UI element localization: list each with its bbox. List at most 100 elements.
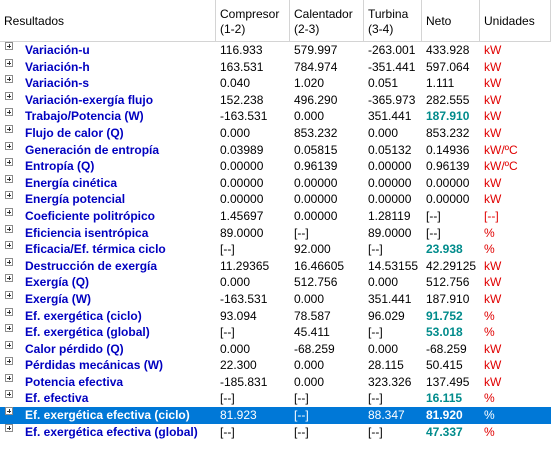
column-header-unidades[interactable]: Unidades [480, 0, 551, 41]
column-header-label: Turbina [368, 7, 409, 21]
table-row[interactable]: Ef. exergética efectiva (ciclo) 81.923 [--… [0, 407, 551, 424]
expand-icon[interactable] [5, 357, 13, 366]
row-label: Variación-exergía flujo [25, 92, 154, 107]
unit-label: kW/ºC [484, 142, 518, 157]
row-label: Ef. exergética efectiva (global) [25, 424, 198, 439]
turbina-value: 89.0000 [368, 225, 412, 240]
table-row[interactable]: Flujo de calor (Q) 0.000 853.232 0.000 853.2… [0, 124, 551, 142]
calentador-value: 853.232 [294, 125, 338, 140]
expand-icon[interactable] [5, 373, 13, 382]
expand-icon[interactable] [5, 91, 13, 100]
calentador-value: 0.05815 [294, 142, 338, 157]
table-row[interactable]: Generación de entropía 0.03989 0.05815 0.05… [0, 141, 551, 159]
table-row[interactable]: Energía cinética 0.00000 0.00000 0.00000 0.0… [0, 174, 551, 192]
expand-icon[interactable] [5, 290, 13, 299]
row-label: Eficacia/Ef. térmica ciclo [25, 242, 166, 257]
compresor-value: 0.00000 [220, 159, 264, 174]
calentador-value: 0.96139 [294, 159, 338, 174]
results-rows: Variación-u 116.933 579.997 -263.001 433.928… [0, 42, 551, 440]
expand-icon[interactable] [5, 75, 13, 84]
row-label: Ef. exergética (ciclo) [25, 308, 142, 323]
table-row[interactable]: Ef. efectiva [--] [--] [--] 16.115% [0, 390, 551, 407]
expand-icon[interactable] [5, 307, 13, 316]
table-row[interactable]: Ef. exergética (global) [--] 45.411 [--] 53.… [0, 324, 551, 341]
neto-value: 0.96139 [426, 159, 470, 174]
compresor-value: 0.040 [220, 76, 251, 91]
neto-value: 81.920 [426, 408, 463, 423]
calentador-value: [--] [294, 408, 309, 423]
column-header-label: Compresor [220, 7, 280, 21]
expand-icon[interactable] [5, 423, 13, 432]
table-row[interactable]: Pérdidas mecánicas (W) 22.300 0.000 28.115 5… [0, 357, 551, 374]
table-row[interactable]: Exergía (Q) 0.000 512.756 0.000 512.756 kW [0, 274, 551, 291]
table-row[interactable]: Variación-u 116.933 579.997 -263.001 433.928… [0, 42, 551, 59]
table-row[interactable]: Eficacia/Ef. térmica ciclo [--] 92.000 [--]… [0, 241, 551, 258]
table-row[interactable]: Entropía (Q) 0.00000 0.96139 0.00000 0.96139… [0, 158, 551, 175]
expand-icon[interactable] [5, 324, 13, 333]
table-row[interactable]: Eficiencia isentrópica 89.0000 [--] 89.0000… [0, 224, 551, 242]
neto-value: 187.910 [426, 109, 470, 124]
table-row[interactable]: Coeficiente politrópico 1.45697 0.00000 1.2… [0, 207, 551, 225]
row-label: Ef. efectiva [25, 391, 89, 406]
expand-icon[interactable] [5, 58, 13, 67]
expand-icon[interactable] [5, 124, 13, 133]
table-row[interactable]: Calor pérdido (Q) 0.000 -68.259 0.000 -68.25… [0, 340, 551, 358]
column-header-turbina[interactable]: Turbina (3-4) [364, 0, 422, 41]
turbina-value: 0.000 [368, 125, 399, 140]
column-header-neto[interactable]: Neto [422, 0, 480, 41]
row-label: Trabajo/Potencia (W) [25, 109, 144, 124]
expand-icon[interactable] [5, 158, 13, 167]
expand-icon[interactable] [5, 174, 13, 183]
compresor-value: 0.000 [220, 125, 251, 140]
unit-label: kW/ºC [484, 159, 518, 174]
neto-value: 433.928 [426, 43, 470, 57]
table-row[interactable]: Ef. exergética efectiva (global) [--] [--]… [0, 423, 551, 441]
column-header-label: Resultados [4, 14, 65, 28]
expand-icon[interactable] [5, 42, 13, 50]
expand-icon[interactable] [5, 257, 13, 266]
expand-icon[interactable] [5, 241, 13, 250]
turbina-value: 0.05132 [368, 142, 412, 157]
calentador-value: 0.000 [294, 358, 325, 373]
expand-icon[interactable] [5, 274, 13, 283]
unit-label: kW [484, 43, 502, 57]
calentador-value: 0.00000 [294, 192, 338, 207]
table-row[interactable]: Destrucción de exergía 11.29365 16.46605 14… [0, 257, 551, 275]
compresor-value: 0.00000 [220, 175, 264, 190]
table-row[interactable]: Energía potencial 0.00000 0.00000 0.00000 0.… [0, 191, 551, 208]
row-label: Ef. exergética efectiva (ciclo) [25, 408, 190, 423]
expand-icon[interactable] [5, 108, 13, 117]
expand-icon[interactable] [5, 224, 13, 233]
unit-label: kW [484, 275, 502, 290]
column-header-resultados[interactable]: Resultados [0, 0, 216, 41]
expand-icon[interactable] [5, 340, 13, 349]
turbina-value: 0.051 [368, 76, 399, 91]
compresor-value: 152.238 [220, 92, 264, 107]
column-header-calentador[interactable]: Calentador (2-3) [290, 0, 364, 41]
column-header-compresor[interactable]: Compresor (1-2) [216, 0, 290, 41]
compresor-value: [--] [220, 325, 235, 340]
compresor-value: 163.531 [220, 59, 264, 74]
table-row[interactable]: Potencia efectiva -185.831 0.000 323.326 137… [0, 373, 551, 391]
turbina-value: 14.53155 [368, 258, 419, 273]
table-row[interactable]: Trabajo/Potencia (W) -163.531 0.000 351.441… [0, 108, 551, 125]
calentador-value: 92.000 [294, 242, 331, 257]
expand-icon[interactable] [5, 191, 13, 200]
calentador-value: 0.000 [294, 291, 325, 306]
expand-icon[interactable] [5, 141, 13, 150]
turbina-value: -263.001 [368, 43, 416, 57]
compresor-value: -163.531 [220, 109, 268, 124]
table-row[interactable]: Variación-h 163.531 784.974 -351.441 597.064… [0, 58, 551, 76]
unit-label: kW [484, 374, 502, 389]
row-label: Energía potencial [25, 192, 126, 207]
table-row[interactable]: Variación-exergía flujo 152.238 496.290 -36… [0, 91, 551, 109]
calentador-value: 45.411 [294, 325, 330, 340]
table-row[interactable]: Exergía (W) -163.531 0.000 351.441 187.910 kW [0, 290, 551, 308]
compresor-value: [--] [220, 424, 235, 439]
table-row[interactable]: Variación-s 0.040 1.020 0.051 1.111 kW [0, 75, 551, 92]
column-header-sublabel: (3-4) [368, 22, 394, 36]
table-row[interactable]: Ef. exergética (ciclo) 93.094 78.587 96.029… [0, 307, 551, 325]
expand-icon[interactable] [5, 207, 13, 216]
expand-icon[interactable] [5, 407, 13, 416]
expand-icon[interactable] [5, 390, 13, 399]
